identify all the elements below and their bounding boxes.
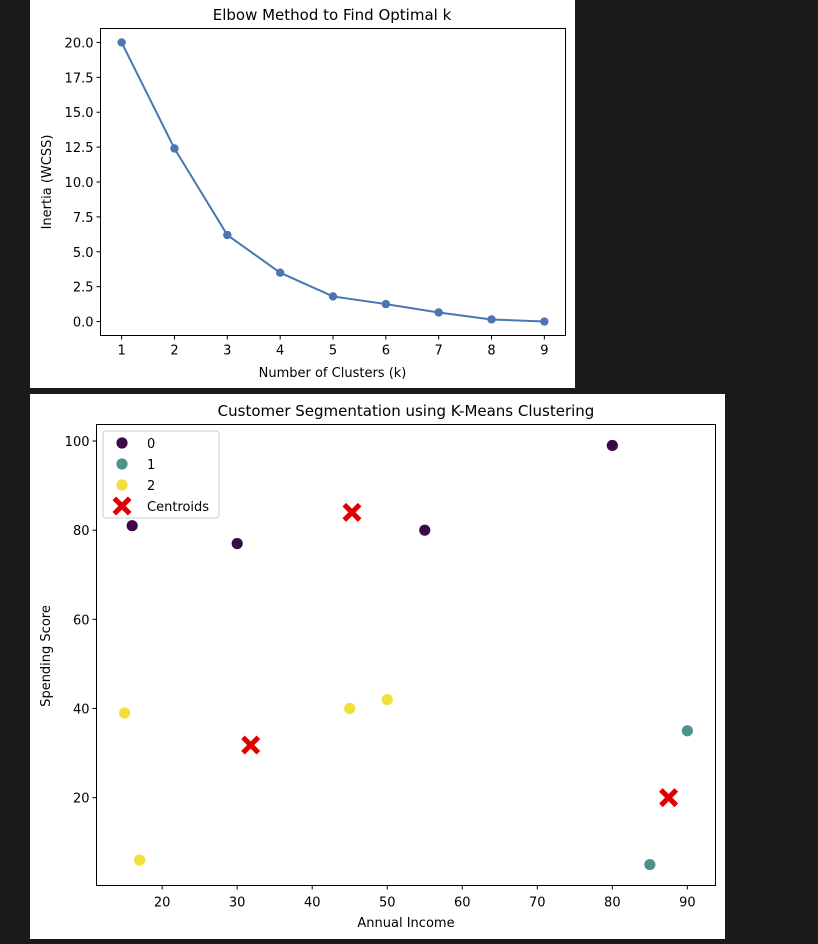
legend-label: 0: [147, 437, 155, 452]
scatter-y-axis-ticks: 20 40 60 80 100: [65, 435, 97, 807]
legend-label: Centroids: [147, 500, 209, 515]
scatter-x-tick-label: 80: [604, 896, 621, 911]
legend-cluster-2-marker: [116, 479, 128, 491]
cluster-0-point: [126, 520, 138, 532]
elbow-y-tick-label: 12.5: [65, 141, 94, 156]
elbow-x-tick-label: 8: [487, 344, 495, 359]
cluster-0-point: [231, 537, 243, 550]
legend-label: 2: [147, 479, 155, 494]
centroid-marker: [342, 502, 362, 522]
elbow-y-axis-label: Inertia (WCSS): [40, 135, 55, 230]
elbow-x-tick-label: 9: [540, 344, 548, 359]
legend-box: [102, 430, 220, 519]
scatter-y-tick-label: 40: [73, 703, 90, 718]
cluster-2-point: [134, 854, 146, 866]
elbow-y-tick-label: 15.0: [65, 106, 94, 121]
elbow-data-point: [275, 268, 285, 277]
elbow-chart: Elbow Method to Find Optimal k 1 2 3 4 5 6 7 8 9…: [40, 6, 566, 381]
elbow-x-tick-label: 3: [223, 344, 231, 359]
scatter-x-tick-label: 70: [529, 896, 546, 911]
scatter-x-tick-label: 90: [679, 896, 696, 911]
scatter-y-tick-label: 60: [73, 613, 90, 628]
scatter-x-tick-label: 50: [379, 896, 396, 911]
elbow-y-tick-label: 2.5: [73, 281, 94, 296]
elbow-x-tick-label: 1: [117, 344, 125, 359]
elbow-chart-title: Elbow Method to Find Optimal k: [213, 6, 452, 24]
cluster-0-point: [606, 439, 618, 452]
cluster-1-point: [644, 858, 656, 871]
elbow-x-axis-label: Number of Clusters (k): [259, 366, 407, 381]
scatter-chart-panel: Customer Segmentation using K-Means Clus…: [30, 394, 725, 939]
elbow-y-axis-ticks: 0.0 2.5 5.0 7.5 10.0 12.5 15.0 17.5 20.0: [65, 36, 101, 331]
elbow-x-axis-ticks: 1 2 3 4 5 6 7 8 9: [117, 335, 549, 359]
elbow-x-tick-label: 4: [276, 344, 284, 359]
scatter-y-axis-label: Spending Score: [39, 605, 54, 707]
scatter-chart-title: Customer Segmentation using K-Means Clus…: [218, 402, 595, 420]
scatter-y-tick-label: 100: [65, 435, 90, 450]
elbow-data-point: [540, 317, 549, 326]
scatter-legend: 0 1 2 Centroids: [102, 430, 220, 519]
legend-cluster-0-marker: [116, 437, 128, 449]
elbow-x-tick-label: 7: [435, 344, 443, 359]
cluster-2-point: [381, 693, 393, 706]
centroid-marker: [659, 788, 679, 808]
elbow-x-tick-label: 6: [382, 344, 390, 359]
elbow-x-tick-label: 2: [170, 344, 178, 359]
scatter-x-tick-label: 40: [304, 896, 321, 911]
legend-label: 1: [147, 458, 155, 473]
elbow-x-tick-label: 5: [329, 344, 337, 359]
scatter-y-tick-label: 20: [73, 792, 90, 807]
legend-centroid-marker: [112, 496, 132, 516]
elbow-series: [117, 38, 549, 326]
cluster-0-point: [419, 524, 431, 536]
scatter-y-tick-label: 80: [73, 524, 90, 539]
elbow-y-tick-label: 7.5: [73, 211, 94, 226]
elbow-y-tick-label: 0.0: [73, 316, 94, 331]
elbow-data-point: [170, 144, 179, 153]
elbow-data-point: [381, 299, 391, 309]
scatter-x-tick-label: 30: [229, 896, 246, 911]
scatter-points: [119, 439, 693, 871]
scatter-plot-area: [96, 424, 716, 886]
elbow-series-line: [120, 42, 545, 323]
elbow-y-tick-label: 10.0: [65, 176, 94, 191]
elbow-data-point: [328, 292, 338, 301]
cluster-2-point: [119, 707, 131, 719]
scatter-x-tick-label: 20: [154, 896, 171, 911]
scatter-x-tick-label: 60: [454, 896, 471, 911]
elbow-data-point: [487, 315, 496, 324]
cluster-1-point: [681, 725, 693, 737]
elbow-y-tick-label: 20.0: [65, 36, 94, 51]
elbow-data-point: [223, 230, 232, 240]
elbow-data-point: [434, 308, 443, 317]
elbow-data-point: [117, 38, 126, 47]
scatter-x-axis-label: Annual Income: [357, 916, 454, 931]
scatter-chart: Customer Segmentation using K-Means Clus…: [39, 402, 716, 931]
elbow-plot-area: [100, 28, 566, 336]
elbow-chart-panel: Elbow Method to Find Optimal k 1 2 3 4 5 6 7 8 9…: [30, 0, 575, 388]
elbow-y-tick-label: 17.5: [65, 71, 94, 86]
scatter-x-axis-ticks: 20 30 40 50 60 70 80 90: [154, 885, 696, 911]
legend-cluster-1-marker: [116, 458, 128, 470]
elbow-y-tick-label: 5.0: [73, 246, 94, 261]
cluster-2-point: [344, 702, 356, 715]
centroid-marker: [241, 735, 261, 755]
